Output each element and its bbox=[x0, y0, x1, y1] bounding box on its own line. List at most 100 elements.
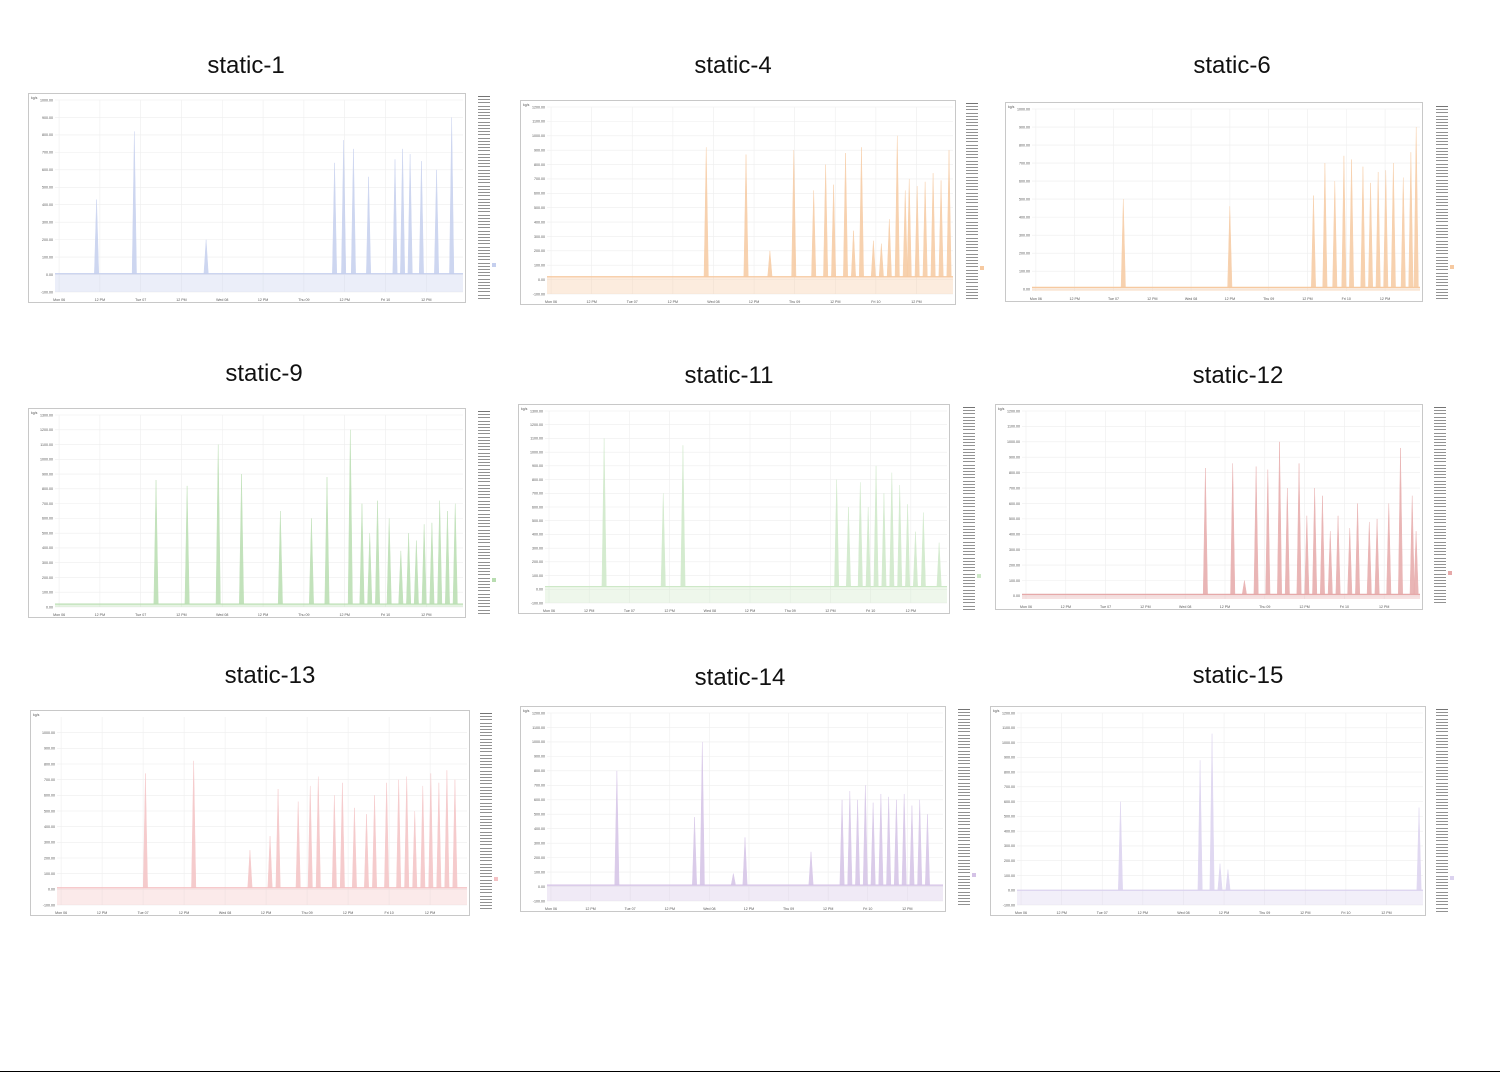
legend-item[interactable]: ▬▬▬▬ bbox=[1436, 212, 1448, 217]
legend-item[interactable]: ▬▬▬▬ bbox=[1436, 129, 1448, 134]
legend-item[interactable]: ▬▬▬▬ bbox=[478, 225, 490, 230]
legend-item[interactable]: ▬▬▬▬ bbox=[478, 460, 490, 465]
legend-item[interactable]: ▬▬▬▬ bbox=[1436, 132, 1448, 137]
legend-item[interactable]: ▬▬▬▬ bbox=[966, 145, 978, 150]
legend-item[interactable]: ▬▬▬▬ bbox=[966, 123, 978, 128]
legend-item[interactable]: ▬▬▬▬ bbox=[966, 213, 978, 218]
legend-item[interactable]: ▬▬▬▬ bbox=[966, 139, 978, 144]
legend-item[interactable]: ▬▬▬▬ bbox=[1434, 549, 1446, 554]
legend-item[interactable]: ▬▬▬▬ bbox=[1436, 280, 1448, 285]
legend-item[interactable]: ▬▬▬▬ bbox=[958, 838, 970, 843]
legend-item[interactable]: ▬▬▬▬ bbox=[480, 813, 492, 818]
legend-item[interactable]: ▬▬▬▬ bbox=[478, 588, 490, 593]
legend-item[interactable]: ▬▬▬▬ bbox=[1436, 276, 1448, 281]
legend-item[interactable]: ▬▬▬▬ bbox=[478, 247, 490, 252]
legend-item[interactable]: ▬▬▬▬ bbox=[480, 794, 492, 799]
legend-item[interactable]: ▬▬▬▬ bbox=[1434, 488, 1446, 493]
legend-item[interactable]: ▬▬▬▬ bbox=[1434, 545, 1446, 550]
legend-item[interactable]: ▬▬▬▬ bbox=[1434, 465, 1446, 470]
legend-item[interactable]: ▬▬▬▬ bbox=[478, 95, 490, 98]
legend-item[interactable]: ▬▬▬▬ bbox=[1434, 533, 1446, 538]
legend-item[interactable]: ▬▬▬▬ bbox=[958, 799, 970, 804]
legend-item[interactable]: ▬▬▬▬ bbox=[1436, 184, 1448, 189]
legend-item[interactable]: ▬▬▬▬ bbox=[478, 138, 490, 143]
legend-item[interactable]: ▬▬▬▬ bbox=[966, 235, 978, 240]
legend-item[interactable]: ▬▬▬▬ bbox=[478, 556, 490, 561]
legend-item[interactable]: ▬▬▬▬ bbox=[1434, 555, 1446, 560]
legend-item[interactable]: ▬▬▬▬ bbox=[1436, 774, 1448, 779]
legend-item[interactable]: ▬▬▬▬ bbox=[1436, 886, 1448, 891]
legend-item[interactable]: ▬▬▬▬ bbox=[966, 142, 978, 147]
legend-item[interactable]: ▬▬▬▬ bbox=[480, 800, 492, 805]
legend-item[interactable]: ▬▬▬▬ bbox=[478, 425, 490, 430]
legend-item[interactable]: ▬▬▬▬ bbox=[1436, 273, 1448, 278]
legend-item[interactable]: ▬▬▬▬ bbox=[966, 117, 978, 122]
legend-item[interactable]: ▬▬▬▬ bbox=[480, 829, 492, 834]
legend-item[interactable]: ▬▬▬▬ bbox=[1436, 219, 1448, 224]
legend-item[interactable]: ▬▬▬▬ bbox=[478, 126, 490, 131]
legend-item[interactable]: ▬▬▬▬ bbox=[958, 899, 970, 904]
legend-item[interactable]: ▬▬▬▬ bbox=[480, 899, 492, 904]
legend-item[interactable]: ▬▬▬▬ bbox=[1434, 469, 1446, 474]
legend-item[interactable]: ▬▬▬▬ bbox=[958, 876, 970, 881]
legend-item[interactable]: ▬▬▬▬ bbox=[966, 171, 978, 176]
legend-item[interactable]: ▬▬▬▬ bbox=[480, 893, 492, 898]
legend-item[interactable]: ▬▬▬▬ bbox=[966, 270, 978, 275]
legend-item[interactable]: ▬▬▬▬ bbox=[958, 870, 970, 875]
legend-item[interactable]: ▬▬▬▬ bbox=[478, 177, 490, 182]
legend-item[interactable]: ▬▬▬▬ bbox=[480, 736, 492, 741]
legend-item[interactable]: ▬▬▬▬ bbox=[963, 488, 975, 493]
legend-item[interactable]: ▬▬▬▬ bbox=[478, 196, 490, 201]
legend-item[interactable]: ▬▬▬▬ bbox=[1436, 716, 1448, 721]
legend-item[interactable]: ▬▬▬▬ bbox=[1436, 841, 1448, 846]
legend-item[interactable]: ▬▬▬▬ bbox=[480, 759, 492, 764]
legend-item[interactable]: ▬▬▬▬ bbox=[1436, 905, 1448, 910]
legend-item[interactable]: ▬▬▬▬ bbox=[1436, 254, 1448, 259]
legend-item[interactable]: ▬▬▬▬ bbox=[478, 110, 490, 115]
legend-item[interactable]: ▬▬▬▬ bbox=[1436, 828, 1448, 833]
legend-item[interactable]: ▬▬▬▬ bbox=[1436, 209, 1448, 214]
legend-item[interactable]: ▬▬▬▬ bbox=[1434, 577, 1446, 582]
legend-item[interactable]: ▬▬▬▬ bbox=[1436, 735, 1448, 740]
legend-item[interactable]: ▬▬▬▬ bbox=[963, 581, 975, 586]
legend-item[interactable]: ▬▬▬▬ bbox=[1436, 751, 1448, 756]
legend-item[interactable]: ▬▬▬▬ bbox=[1434, 587, 1446, 592]
legend-item[interactable]: ▬▬▬▬ bbox=[958, 748, 970, 753]
legend-item[interactable]: ▬▬▬▬ bbox=[963, 437, 975, 442]
legend-item[interactable]: ▬▬▬▬ bbox=[1436, 238, 1448, 243]
legend-item[interactable]: ▬▬▬▬ bbox=[1434, 456, 1446, 461]
legend-item[interactable]: ▬▬▬▬ bbox=[480, 803, 492, 808]
legend-item[interactable]: ▬▬▬▬ bbox=[478, 501, 490, 506]
legend-item[interactable]: ▬▬▬▬ bbox=[1434, 513, 1446, 518]
legend-item[interactable]: ▬▬▬▬ bbox=[480, 730, 492, 735]
legend-item[interactable]: ▬▬▬▬ bbox=[958, 796, 970, 801]
legend-item[interactable]: ▬▬▬▬ bbox=[958, 806, 970, 811]
legend-item[interactable]: ▬▬▬▬ bbox=[963, 507, 975, 512]
legend-item[interactable]: ▬▬▬▬ bbox=[478, 103, 490, 108]
legend-item[interactable]: ▬▬▬▬ bbox=[958, 812, 970, 817]
legend-item[interactable]: ▬▬▬▬ bbox=[966, 200, 978, 205]
legend-item[interactable]: ▬▬▬▬ bbox=[1436, 248, 1448, 253]
legend-item[interactable]: ▬▬▬▬ bbox=[478, 473, 490, 478]
legend-item[interactable]: ▬▬▬▬ bbox=[1434, 424, 1446, 429]
legend-item[interactable]: ▬▬▬▬ bbox=[966, 193, 978, 198]
legend-item[interactable]: ▬▬▬▬ bbox=[480, 733, 492, 738]
legend-item[interactable]: ▬▬▬▬ bbox=[478, 151, 490, 156]
legend-item[interactable]: ▬▬▬▬ bbox=[1436, 883, 1448, 888]
legend-item[interactable]: ▬▬▬▬ bbox=[963, 411, 975, 416]
legend-item[interactable]: ▬▬▬▬ bbox=[963, 449, 975, 454]
legend-item[interactable]: ▬▬▬▬ bbox=[1434, 539, 1446, 544]
legend-item[interactable]: ▬▬▬▬ bbox=[1436, 755, 1448, 760]
legend-item[interactable]: ▬▬▬▬ bbox=[480, 746, 492, 751]
legend-item[interactable]: ▬▬▬▬ bbox=[963, 421, 975, 426]
legend-item[interactable]: ▬▬▬▬ bbox=[480, 864, 492, 869]
legend-item[interactable]: ▬▬▬▬ bbox=[963, 568, 975, 573]
legend-item[interactable]: ▬▬▬▬ bbox=[1436, 873, 1448, 878]
legend-item[interactable]: ▬▬▬▬ bbox=[958, 732, 970, 737]
legend[interactable]: ▬▬▬▬ ▬▬▬▬ ▬▬▬▬ ▬▬▬▬ ▬▬▬▬ ▬▬▬▬ ▬▬▬▬ ▬▬▬▬ ▬▬▬▬ ▬▬▬▬… bbox=[966, 102, 982, 301]
legend-item[interactable]: ▬▬▬▬ bbox=[963, 549, 975, 554]
legend-item[interactable]: ▬▬▬▬ bbox=[478, 241, 490, 246]
legend-item[interactable]: ▬▬▬▬ bbox=[966, 187, 978, 192]
legend-item[interactable]: ▬▬▬▬ bbox=[966, 113, 978, 118]
legend-item[interactable]: ▬▬▬▬ bbox=[478, 228, 490, 233]
